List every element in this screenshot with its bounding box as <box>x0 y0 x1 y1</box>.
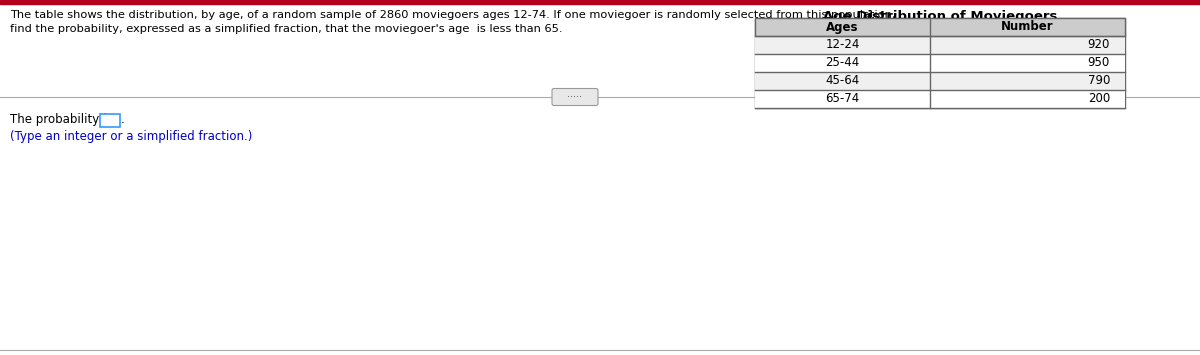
Text: 12-24: 12-24 <box>826 38 859 51</box>
Bar <box>755 18 1126 36</box>
Bar <box>755 36 1126 54</box>
Text: 45-64: 45-64 <box>826 75 859 87</box>
Bar <box>755 72 1126 90</box>
Text: 200: 200 <box>1087 93 1110 105</box>
Text: The probability is: The probability is <box>10 113 116 126</box>
Text: 65-74: 65-74 <box>826 93 859 105</box>
Text: (Type an integer or a simplified fraction.): (Type an integer or a simplified fractio… <box>10 130 252 143</box>
Bar <box>755 54 1126 72</box>
Text: find the probability, expressed as a simplified fraction, that the moviegoer's a: find the probability, expressed as a sim… <box>10 24 563 34</box>
Bar <box>755 18 1126 108</box>
FancyBboxPatch shape <box>552 88 598 105</box>
Bar <box>755 90 1126 108</box>
Text: Ages: Ages <box>827 21 859 33</box>
Text: 920: 920 <box>1087 38 1110 51</box>
Text: Age Distribution of Moviegoers: Age Distribution of Moviegoers <box>823 10 1057 23</box>
Text: 25-44: 25-44 <box>826 56 859 70</box>
Text: The table shows the distribution, by age, of a random sample of 2860 moviegoers : The table shows the distribution, by age… <box>10 10 895 20</box>
Text: 790: 790 <box>1087 75 1110 87</box>
Bar <box>100 114 120 127</box>
Text: 950: 950 <box>1087 56 1110 70</box>
Text: Number: Number <box>1001 21 1054 33</box>
Text: ·····: ····· <box>568 92 582 102</box>
Text: .: . <box>121 113 125 126</box>
Bar <box>0 0 1200 4</box>
